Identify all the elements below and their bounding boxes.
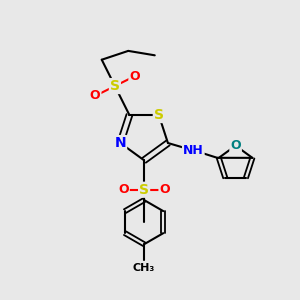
Text: O: O xyxy=(159,183,170,196)
Text: O: O xyxy=(129,70,140,83)
Text: S: S xyxy=(139,183,149,197)
Text: S: S xyxy=(154,108,164,122)
Text: NH: NH xyxy=(183,144,204,157)
Text: N: N xyxy=(115,136,126,150)
Text: O: O xyxy=(230,139,241,152)
Text: CH₃: CH₃ xyxy=(133,263,155,273)
Text: O: O xyxy=(90,89,101,102)
Text: S: S xyxy=(110,79,120,93)
Text: O: O xyxy=(118,183,129,196)
